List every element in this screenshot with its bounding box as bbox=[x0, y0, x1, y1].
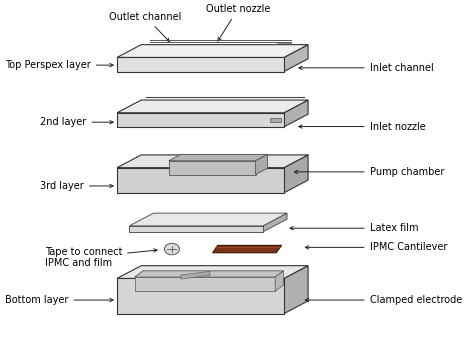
Text: 3rd layer: 3rd layer bbox=[40, 181, 113, 191]
Text: Outlet channel: Outlet channel bbox=[109, 12, 182, 41]
Text: Latex film: Latex film bbox=[290, 223, 418, 233]
Polygon shape bbox=[117, 57, 284, 71]
Text: Bottom layer: Bottom layer bbox=[5, 295, 113, 305]
Polygon shape bbox=[117, 278, 284, 314]
Text: Outlet nozzle: Outlet nozzle bbox=[206, 4, 270, 41]
Polygon shape bbox=[117, 100, 308, 113]
Polygon shape bbox=[275, 271, 283, 291]
Polygon shape bbox=[117, 266, 308, 278]
Text: Top Perspex layer: Top Perspex layer bbox=[5, 60, 113, 70]
Polygon shape bbox=[135, 271, 283, 277]
Polygon shape bbox=[255, 154, 268, 175]
Polygon shape bbox=[135, 277, 275, 291]
Polygon shape bbox=[284, 45, 308, 71]
Text: IPMC Cantilever: IPMC Cantilever bbox=[305, 242, 447, 252]
Polygon shape bbox=[117, 168, 284, 193]
Polygon shape bbox=[212, 245, 282, 253]
Polygon shape bbox=[129, 226, 263, 232]
Text: Tape to connect
IPMC and film: Tape to connect IPMC and film bbox=[45, 247, 157, 268]
Polygon shape bbox=[129, 213, 287, 226]
Polygon shape bbox=[181, 271, 210, 279]
Polygon shape bbox=[284, 266, 308, 314]
Text: 2nd layer: 2nd layer bbox=[40, 117, 113, 127]
Text: Inlet nozzle: Inlet nozzle bbox=[299, 122, 425, 131]
Text: Pump chamber: Pump chamber bbox=[294, 167, 444, 177]
Polygon shape bbox=[270, 118, 281, 122]
Polygon shape bbox=[117, 45, 308, 57]
Polygon shape bbox=[117, 155, 308, 168]
Polygon shape bbox=[117, 113, 284, 127]
Polygon shape bbox=[263, 213, 287, 232]
Polygon shape bbox=[284, 100, 308, 127]
Circle shape bbox=[164, 243, 180, 255]
Polygon shape bbox=[169, 154, 268, 161]
Polygon shape bbox=[284, 155, 308, 193]
Text: Inlet channel: Inlet channel bbox=[299, 63, 433, 73]
Text: Clamped electrode: Clamped electrode bbox=[305, 295, 462, 305]
Polygon shape bbox=[169, 161, 255, 175]
